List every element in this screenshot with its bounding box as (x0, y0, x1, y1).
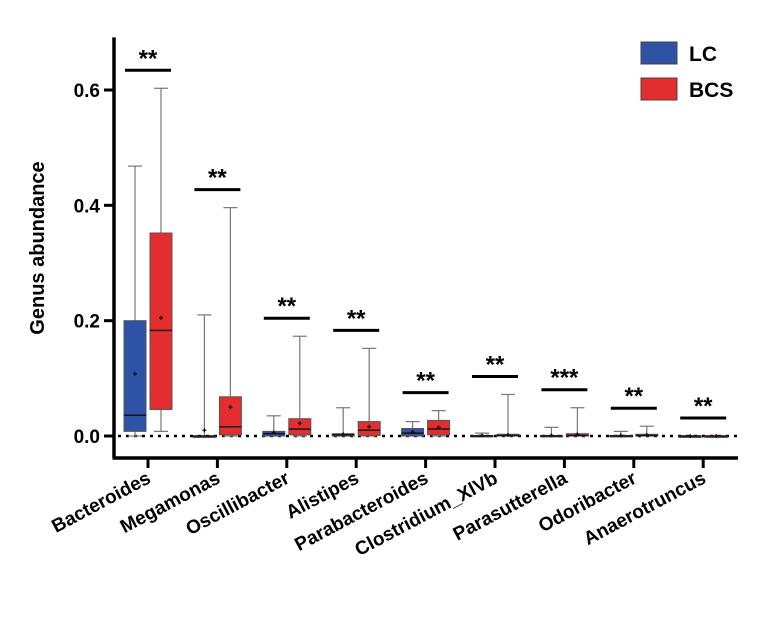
x-axis: BacteroidesMegamonasOscillibacterAlistip… (48, 456, 738, 561)
mean-marker (202, 428, 207, 433)
box-bcs-anaerotruncus (704, 434, 728, 438)
box-bcs-parasutterella (565, 407, 589, 437)
mean-marker (436, 425, 441, 430)
mean-marker (549, 433, 554, 438)
box-bcs-bacteroides (149, 87, 173, 432)
mean-marker (133, 371, 137, 376)
legend-swatch-lc (640, 41, 678, 65)
box-lc-oscillibacter (262, 415, 286, 437)
box-bcs-clostridium_xlvb (496, 393, 520, 437)
mean-marker (506, 432, 510, 437)
mean-marker (644, 432, 649, 437)
box-bcs-odoribacter (635, 425, 659, 437)
box-bcs-megamonas (218, 207, 242, 437)
mean-marker (575, 432, 580, 437)
significance-label: ** (486, 351, 505, 378)
box-lc-anaerotruncus (678, 434, 702, 438)
mean-marker (480, 433, 484, 438)
mean-marker (159, 315, 163, 320)
significance-label: ** (416, 368, 435, 395)
box-lc-parasutterella (539, 426, 563, 438)
mean-marker (367, 424, 372, 429)
box-bcs-alistipes (357, 347, 381, 437)
legend-label-lc: LC (689, 43, 717, 66)
significance-label: ** (139, 45, 158, 72)
legend-swatch-bcs (640, 77, 678, 101)
legend-label-bcs: BCS (689, 79, 733, 102)
significance-label: ** (624, 383, 643, 410)
significance-label: ** (694, 393, 713, 420)
box-body (123, 320, 147, 432)
box-lc-odoribacter (609, 430, 633, 438)
y-axis: 0.0 0.2 0.4 0.6 (74, 37, 116, 458)
plot-area: ****** ****** ***** ** (118, 45, 738, 438)
significance-label: ** (347, 305, 366, 332)
y-tick-label: 0.4 (74, 196, 101, 217)
x-tick-label: Anaerotruncus (580, 468, 709, 550)
box-lc-clostridium_xlvb (470, 432, 494, 438)
significance-label: *** (550, 365, 579, 392)
legend: LC BCS (640, 41, 733, 102)
mean-marker (618, 433, 623, 438)
significance-label: ** (277, 293, 296, 320)
box-lc-parabacteroides (401, 420, 425, 437)
y-tick-label: 0.2 (74, 312, 100, 333)
mean-marker (271, 430, 276, 435)
box-bcs-parabacteroides (427, 410, 451, 437)
box-lc-bacteroides (123, 165, 147, 437)
y-tick-label: 0.6 (74, 81, 100, 102)
box-body (218, 396, 242, 436)
significance-label: ** (208, 165, 227, 192)
mean-marker (341, 432, 346, 437)
box-body (288, 418, 312, 436)
mean-marker (714, 434, 719, 438)
y-tick-label: 0.0 (74, 427, 100, 448)
mean-marker (228, 405, 233, 410)
box-lc-alistipes (331, 407, 355, 437)
mean-marker (297, 421, 302, 426)
box-lc-megamonas (192, 314, 216, 438)
mean-marker (688, 434, 693, 438)
mean-marker (410, 429, 415, 434)
y-axis-title: Genus abundance (27, 161, 49, 334)
box-body (149, 232, 173, 410)
box-bcs-oscillibacter (288, 335, 312, 437)
